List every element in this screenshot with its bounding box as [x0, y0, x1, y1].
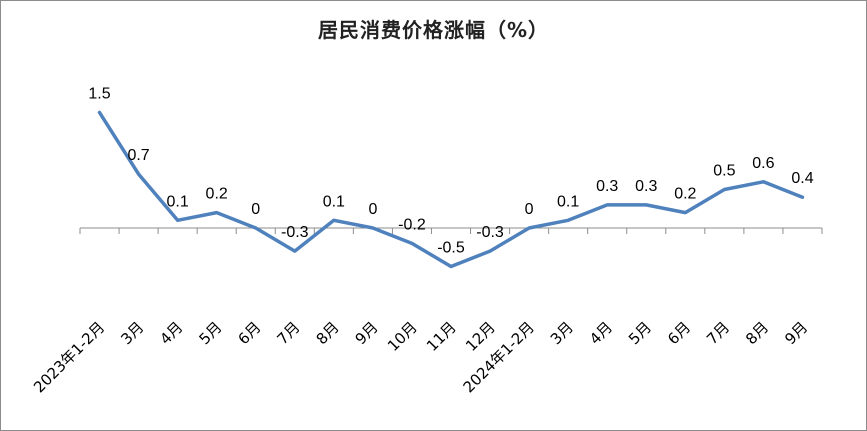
x-tick-label: 5月 — [625, 318, 655, 348]
data-label: -0.3 — [281, 224, 309, 241]
data-label: 0.4 — [791, 170, 813, 187]
x-tick-label: 3月 — [117, 318, 147, 348]
data-label: -0.3 — [476, 224, 504, 241]
x-tick-label: 3月 — [547, 318, 577, 348]
data-label: 0.2 — [206, 186, 228, 203]
x-tick-label: 2024年1-2月 — [460, 318, 538, 396]
x-tick-label: 7月 — [703, 318, 733, 348]
data-label: 0.1 — [557, 193, 579, 210]
data-label: 0.5 — [713, 163, 735, 180]
data-label: 0.6 — [752, 155, 774, 172]
data-label: -0.2 — [398, 216, 426, 233]
x-tick-label: 11月 — [423, 318, 460, 355]
data-label: 0.1 — [323, 193, 345, 210]
x-tick-label: 6月 — [664, 318, 694, 348]
x-tick-label: 9月 — [781, 318, 811, 348]
series-line — [97, 110, 805, 269]
data-label: 0.3 — [635, 178, 657, 195]
data-label: 0 — [368, 201, 377, 218]
x-tick-label: 9月 — [352, 318, 382, 348]
x-tick-label: 6月 — [234, 318, 264, 348]
x-tick-label: 7月 — [274, 318, 304, 348]
data-label: 0.7 — [127, 147, 149, 164]
data-label: 0 — [525, 201, 534, 218]
data-label: 0.2 — [674, 186, 696, 203]
data-label: 1.5 — [88, 86, 110, 103]
x-tick-label: 10月 — [384, 318, 421, 355]
x-tick-label: 5月 — [195, 318, 225, 348]
x-tick-label: 8月 — [313, 318, 343, 348]
data-label: 0.3 — [596, 178, 618, 195]
data-label: -0.5 — [437, 240, 465, 257]
data-label: 0.1 — [167, 193, 189, 210]
x-tick-label: 2023年1-2月 — [30, 318, 108, 396]
chart-title: 居民消费价格涨幅（%） — [317, 18, 550, 42]
x-tick-label: 8月 — [742, 318, 772, 348]
x-tick-label: 4月 — [156, 318, 186, 348]
x-tick-label: 4月 — [586, 318, 616, 348]
data-label: 0 — [251, 201, 260, 218]
